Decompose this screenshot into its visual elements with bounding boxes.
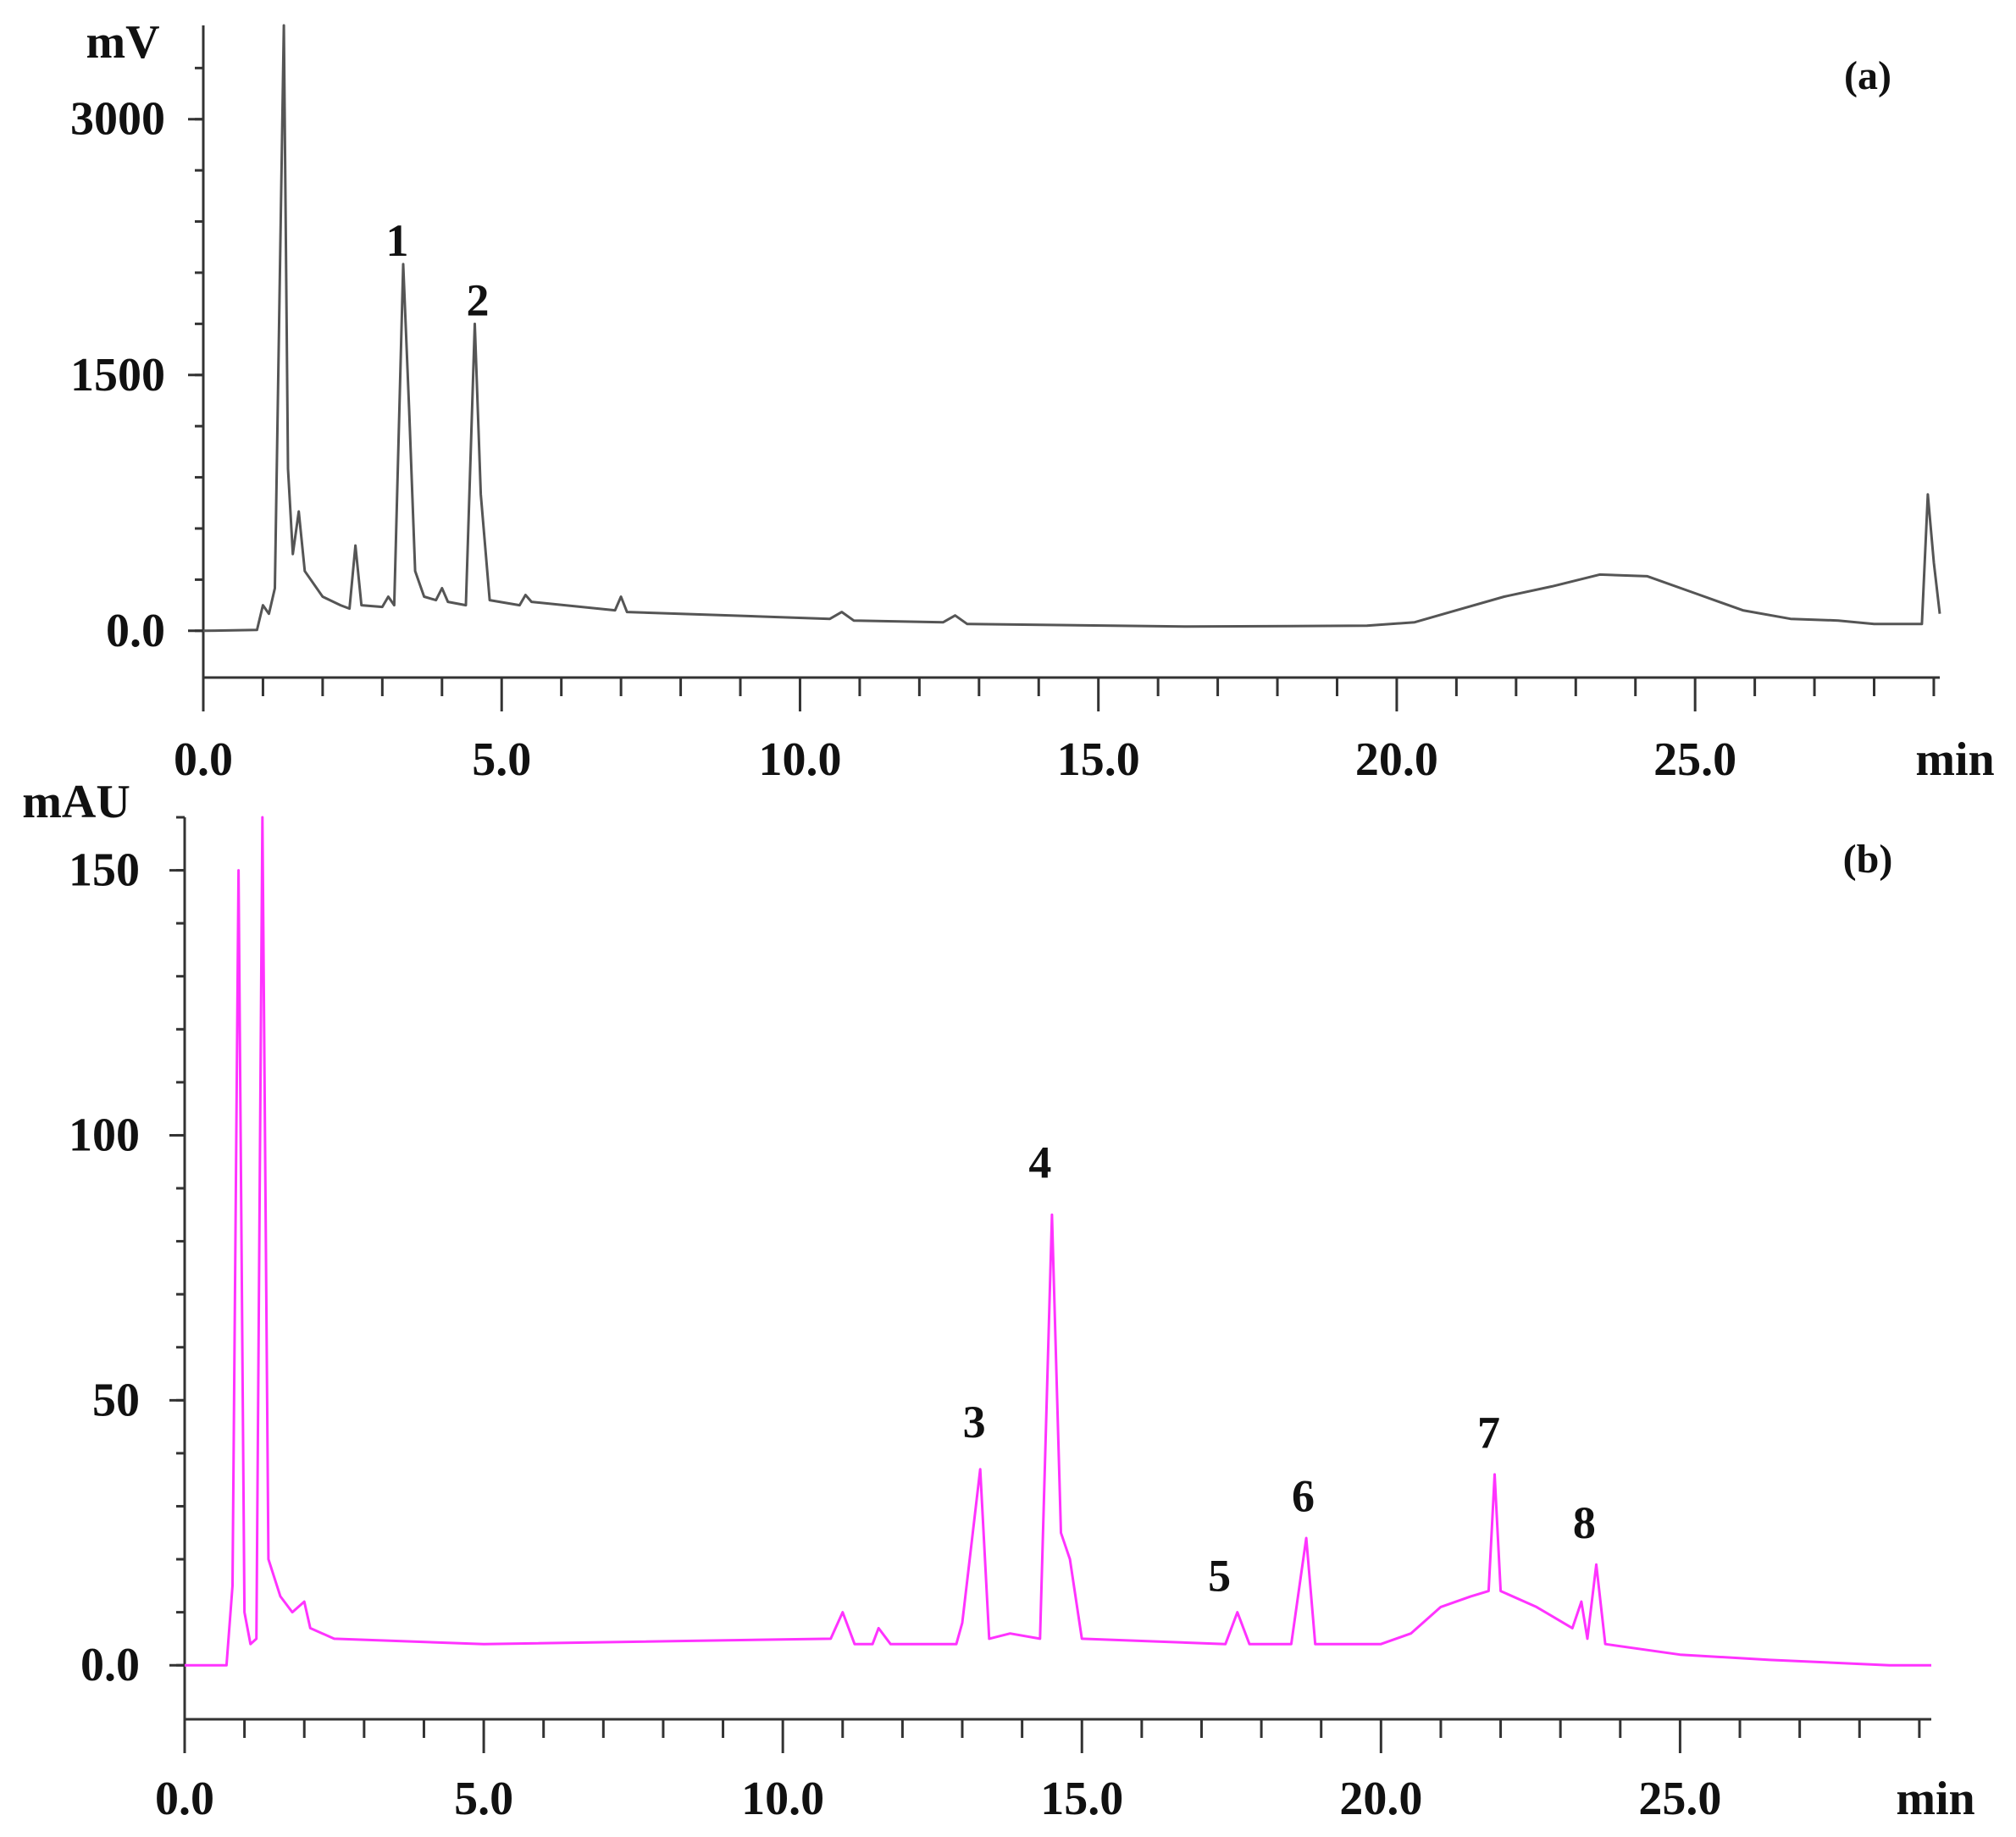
panel-a-tag: (a) (1844, 53, 1891, 98)
panel-b-x-ticks: 0.0 5.0 10.0 15.0 20.0 25.0 (155, 1719, 1921, 1825)
x-tick-label: 20.0 (1339, 1773, 1422, 1825)
y-tick-label: 50 (92, 1374, 140, 1426)
panel-a-y-ticks: 3000 1500 0.0 (70, 66, 203, 657)
y-tick-label: 1500 (70, 349, 165, 401)
x-tick-label: 25.0 (1653, 733, 1736, 786)
panel-b-tag: (b) (1843, 837, 1893, 882)
x-tick-label: 5.0 (472, 733, 531, 786)
peak-label: 3 (963, 1397, 986, 1447)
panel-b-y-ticks: 150 100 50 0.0 (69, 816, 185, 1691)
panel-b-peak-labels: 3 4 5 6 7 8 (963, 1137, 1596, 1602)
x-tick-label: 25.0 (1638, 1773, 1721, 1825)
panel-a-x-ticks: 0.0 5.0 10.0 15.0 20.0 25.0 (174, 678, 1936, 786)
peak-label: 2 (467, 274, 490, 325)
peak-label: 5 (1208, 1551, 1231, 1602)
chromatogram-trace (185, 816, 1931, 1667)
panel-a-series (202, 24, 1941, 633)
x-tick-label: 20.0 (1355, 733, 1438, 786)
peak-label: 7 (1477, 1408, 1500, 1458)
peak-label: 1 (385, 215, 408, 266)
peak-label: 6 (1292, 1471, 1315, 1522)
chromatogram-panel-b: (b) mAU min 150 100 50 0.0 0.0 5.0 10.0 15.0 20… (22, 776, 1974, 1825)
y-tick-label: 150 (69, 844, 140, 897)
x-tick-label: 10.0 (741, 1773, 824, 1825)
x-tick-label: 15.0 (1057, 733, 1140, 786)
chromatogram-trace (202, 24, 1941, 633)
panel-b-x-unit: min (1896, 1773, 1974, 1825)
peak-label: 8 (1573, 1497, 1596, 1548)
x-tick-label: 10.0 (758, 733, 841, 786)
panel-b-series (185, 816, 1931, 1667)
x-tick-label: 0.0 (155, 1773, 214, 1825)
y-tick-label: 0.0 (80, 1639, 140, 1691)
x-tick-label: 0.0 (174, 733, 233, 786)
y-tick-label: 100 (69, 1109, 140, 1161)
peak-label: 4 (1028, 1137, 1051, 1188)
x-tick-label: 15.0 (1040, 1773, 1123, 1825)
panel-a-peak-labels: 12 (385, 215, 489, 325)
y-tick-label: 0.0 (106, 605, 165, 657)
y-tick-label: 3000 (70, 93, 165, 146)
panel-b-y-unit: mAU (22, 776, 130, 828)
panel-a-y-unit: mV (86, 16, 159, 69)
panel-a-x-unit: min (1915, 733, 1994, 786)
x-tick-label: 5.0 (454, 1773, 513, 1825)
